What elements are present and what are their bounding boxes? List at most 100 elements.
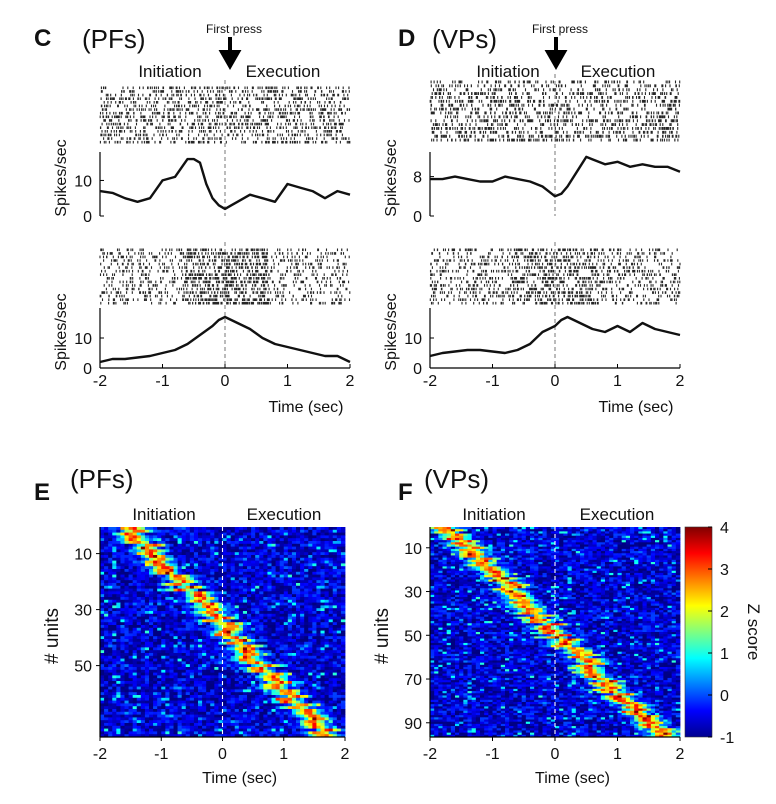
heatmap-cell (291, 720, 297, 724)
heatmap-cell (336, 706, 342, 710)
heatmap-cell (296, 580, 301, 584)
heatmap-cell (279, 686, 285, 690)
heatmap-cell (238, 633, 244, 637)
heatmap-cell (296, 591, 301, 595)
heatmap-cell (112, 734, 117, 738)
heatmap-cell (144, 717, 150, 721)
heatmap-cell (104, 683, 109, 687)
heatmap-cell (132, 655, 138, 659)
heatmap-cell (206, 543, 211, 547)
heatmap-cell (140, 681, 146, 685)
heatmap-cell (100, 538, 105, 542)
heatmap-cell (169, 633, 174, 637)
heatmap-cell (230, 647, 236, 651)
heatmap-cell (580, 527, 585, 530)
heatmap-cell (251, 583, 256, 587)
heatmap-cell (153, 577, 158, 581)
heatmap-cell (336, 630, 342, 634)
heatmap-cell (230, 697, 236, 701)
heatmap-cell (124, 594, 129, 598)
heatmap-cell (157, 591, 162, 595)
heatmap-cell (136, 683, 142, 687)
heatmap-cell (263, 709, 268, 713)
heatmap-cell (259, 653, 264, 657)
heatmap-cell (202, 605, 207, 609)
heatmap-cell (312, 563, 317, 567)
heatmap-cell (567, 535, 573, 539)
heatmap-cell (116, 661, 121, 665)
heatmap-cell (304, 557, 309, 561)
heatmap-cell (169, 605, 174, 609)
heatmap-cell (247, 535, 252, 539)
heatmap-cell (218, 625, 223, 629)
heatmap-cell (434, 533, 439, 537)
heatmap-cell (214, 703, 219, 707)
heatmap-cell (161, 625, 166, 629)
heatmap-cell (210, 706, 215, 710)
heatmap-cell (291, 619, 297, 623)
heatmap-cell (324, 650, 330, 654)
heatmap-cell (238, 613, 244, 617)
heatmap-cell (242, 681, 248, 685)
heatmap-cell (312, 605, 317, 609)
heatmap-cell (214, 546, 219, 550)
x-tick-label: -1 (155, 373, 169, 390)
heatmap-cell (267, 672, 272, 676)
heatmap-cell (336, 529, 342, 533)
heatmap-cell (149, 560, 154, 564)
heatmap-cell (157, 577, 162, 581)
heatmap-cell (210, 683, 215, 687)
heatmap-cell (124, 711, 129, 715)
heatmap-cell (193, 569, 199, 573)
heatmap-cell (189, 669, 195, 673)
heatmap-cell (300, 625, 305, 629)
heatmap-cell (218, 527, 223, 531)
heatmap-cell (332, 555, 338, 559)
heatmap-cell (161, 583, 166, 587)
heatmap-cell (308, 625, 313, 629)
heatmap-cell (124, 644, 129, 648)
heatmap-cell (263, 683, 268, 687)
heatmap-cell (634, 527, 639, 530)
heatmap-cell (304, 588, 309, 592)
heatmap-cell (144, 541, 150, 545)
heatmap-cell (300, 681, 305, 685)
heatmap-cell (271, 543, 276, 547)
heatmap-cell (189, 658, 195, 662)
heatmap-cell (206, 711, 211, 715)
heatmap-cell (104, 678, 109, 682)
heatmap-cell (320, 591, 325, 595)
heatmap-cell (332, 563, 338, 567)
heatmap-cell (222, 703, 227, 707)
heatmap-cell (128, 597, 134, 601)
heatmap-cell (259, 728, 264, 732)
heatmap-cell (189, 611, 195, 615)
heatmap-cell (116, 571, 121, 575)
heatmap-cell (463, 533, 468, 537)
heatmap-cell (112, 622, 117, 626)
heatmap-cell (136, 616, 142, 620)
heatmap-cell (234, 725, 240, 729)
heatmap-cell (112, 557, 117, 561)
heatmap-cell (202, 636, 207, 640)
heatmap-cell (108, 720, 113, 724)
heatmap-cell (255, 647, 260, 651)
heatmap-cell (324, 569, 330, 573)
heatmap-cell (234, 541, 240, 545)
heatmap-cell (222, 552, 227, 556)
heatmap-cell (308, 658, 313, 662)
heatmap-cell (312, 675, 317, 679)
heatmap-cell (291, 546, 297, 550)
heatmap-cell (275, 627, 281, 631)
heatmap-cell (336, 560, 342, 564)
heatmap-cell (149, 549, 154, 553)
heatmap-cell (588, 531, 593, 534)
heatmap-cell (177, 678, 183, 682)
y-tick-label: 8 (413, 170, 422, 187)
heatmap-cell (181, 619, 187, 623)
heatmap-cell (189, 580, 195, 584)
heatmap-cell (320, 639, 325, 643)
heatmap-cell (202, 709, 207, 713)
heatmap-cell (193, 667, 199, 671)
heatmap-cell (230, 597, 236, 601)
